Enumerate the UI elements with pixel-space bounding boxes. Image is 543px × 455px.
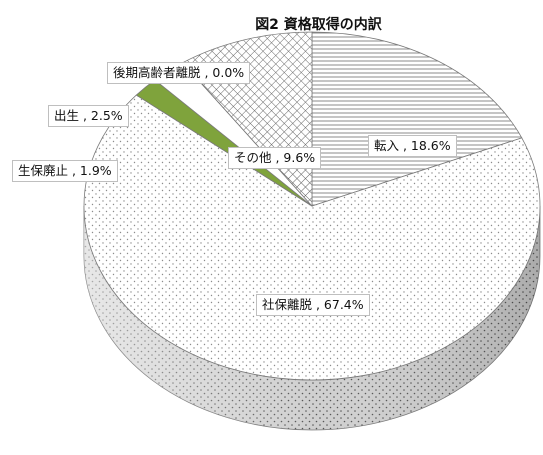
slice-0 [311, 31, 523, 207]
chart-title: 図2 資格取得の内訳 [255, 17, 382, 33]
label-sonota: その他 , 9.6% [228, 147, 322, 169]
label-kouki-ridatsu: 後期高齢者離脱 , 0.0% [107, 62, 251, 84]
label-tennyu: 転入 , 18.6% [368, 135, 457, 157]
label-shussei: 出生 , 2.5% [48, 105, 129, 127]
label-seiho-haishi: 生保廃止 , 1.9% [12, 160, 118, 182]
label-shaho-ridatsu: 社保離脱 , 67.4% [256, 294, 370, 316]
slice-1 [83, 94, 541, 381]
pie-side-shade [84, 206, 540, 430]
